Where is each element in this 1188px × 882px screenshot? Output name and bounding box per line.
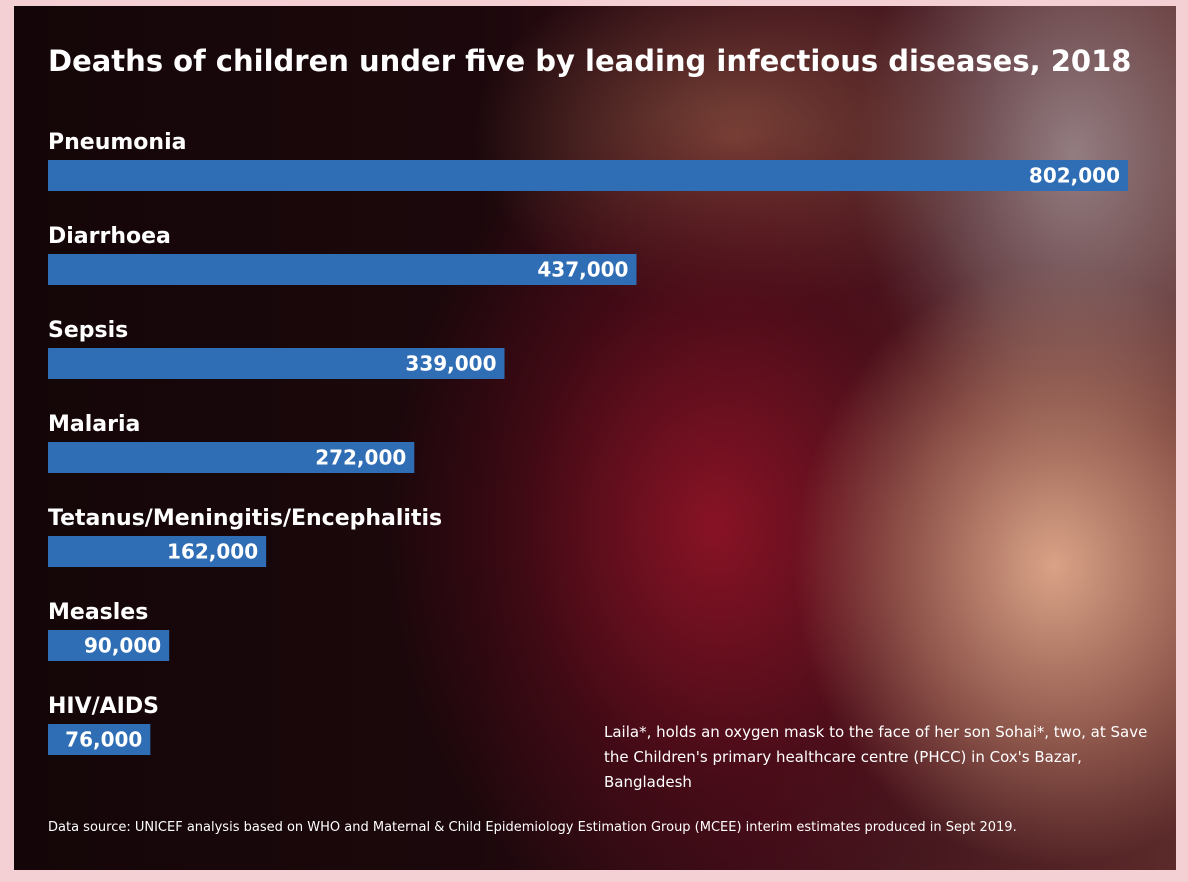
value-label: 802,000 (1029, 164, 1120, 188)
value-label: 76,000 (65, 728, 142, 752)
bar (48, 160, 1128, 191)
category-label: Measles (48, 600, 148, 625)
bar (48, 442, 415, 473)
background-photo (14, 6, 1176, 870)
bar (48, 536, 267, 567)
chart-title: Deaths of children under five by leading… (48, 44, 1131, 78)
bar (48, 254, 637, 285)
category-label: Tetanus/Meningitis/Encephalitis (48, 506, 442, 531)
value-label: 437,000 (537, 258, 628, 282)
bar (48, 348, 505, 379)
bar (48, 724, 151, 755)
data-source: Data source: UNICEF analysis based on WH… (48, 820, 1017, 835)
value-label: 90,000 (84, 634, 161, 658)
value-label: 162,000 (167, 540, 258, 564)
category-label: Malaria (48, 412, 140, 437)
category-label: Sepsis (48, 318, 128, 343)
category-label: Pneumonia (48, 130, 186, 155)
category-label: Diarrhoea (48, 224, 171, 249)
value-label: 272,000 (315, 446, 406, 470)
photo-caption: Laila*, holds an oxygen mask to the face… (604, 723, 1148, 791)
value-label: 339,000 (405, 352, 496, 376)
category-label: HIV/AIDS (48, 694, 159, 719)
bar (48, 630, 170, 661)
